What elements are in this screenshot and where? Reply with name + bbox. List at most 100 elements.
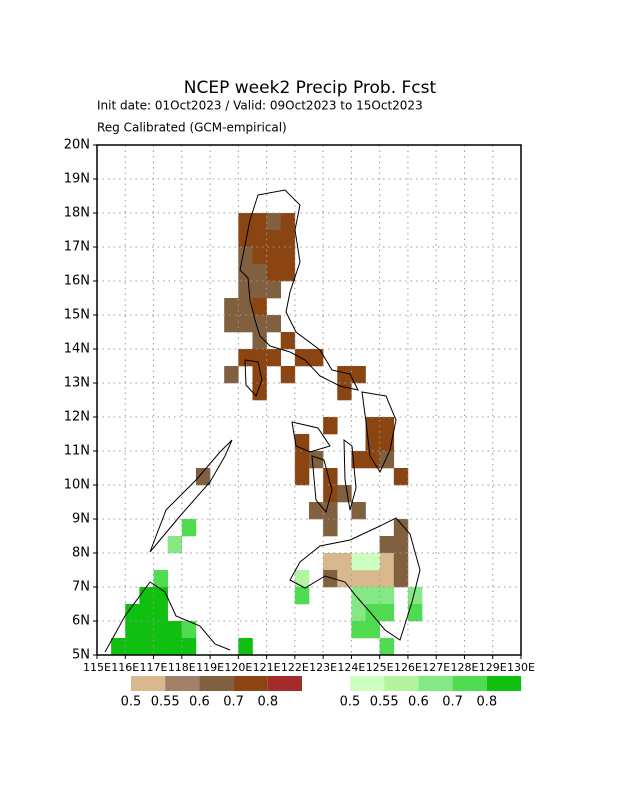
cell (323, 519, 338, 537)
cell (393, 570, 409, 588)
y-tick-label: 14N (64, 342, 90, 357)
cell (280, 213, 296, 231)
cell (224, 298, 239, 316)
x-tick-label: 128E (450, 661, 478, 674)
cell (238, 281, 253, 299)
cell (323, 570, 338, 588)
cell (294, 468, 310, 486)
x-tick-label: 127E (422, 661, 450, 674)
cell (351, 621, 366, 639)
cell (365, 621, 380, 639)
cell (351, 502, 366, 520)
cell (252, 366, 267, 384)
cell (252, 298, 267, 316)
cell (167, 536, 183, 554)
subtitle: Reg Calibrated (GCM-empirical) (97, 121, 287, 135)
legend-swatch (350, 676, 385, 691)
cell (125, 638, 140, 655)
cell (153, 604, 168, 622)
cell (252, 264, 267, 282)
cell (181, 519, 197, 537)
legend-label: 0.5 (121, 695, 142, 710)
cell (351, 604, 366, 622)
axes: 115E 116E 117E 118E 119E 120E 121E 122E 123E 124E… (64, 138, 535, 675)
x-tick-label: 124E (337, 661, 365, 674)
x-tick-label: 122E (281, 661, 309, 674)
cell (252, 281, 267, 299)
cell (379, 587, 395, 605)
cell (238, 213, 253, 231)
cell (337, 570, 352, 588)
legend-label: 0.8 (476, 695, 497, 710)
cell (153, 621, 168, 639)
cell (379, 638, 395, 655)
cell (365, 604, 380, 622)
cell (309, 451, 324, 469)
y-tick-label: 12N (64, 410, 90, 425)
x-tick-label: 129E (479, 661, 507, 674)
title: NCEP week2 Precip Prob. Fcst (184, 78, 437, 98)
cell (351, 451, 366, 469)
cell (379, 604, 395, 622)
cell (252, 247, 267, 265)
legend-swatch (199, 676, 234, 691)
cell (351, 570, 366, 588)
cell (323, 417, 338, 435)
y-tick-label: 9N (72, 512, 90, 527)
cell (337, 485, 352, 503)
x-tick-label: 117E (140, 661, 168, 674)
cell (294, 451, 310, 469)
cell (379, 553, 395, 571)
y-tick-label: 11N (64, 444, 90, 459)
cell (323, 553, 338, 571)
cell (238, 230, 253, 248)
cell (224, 315, 239, 333)
cell (266, 315, 282, 333)
cell (407, 604, 423, 622)
subtitle: Init date: 01Oct2023 / Valid: 09Oct2023 … (97, 99, 423, 113)
cell (379, 451, 395, 469)
coast (361, 391, 397, 474)
legend-swatch (165, 676, 200, 691)
cell (309, 502, 324, 520)
cell (323, 468, 338, 486)
cell (379, 536, 395, 554)
x-tick-label: 126E (394, 661, 422, 674)
legend-swatch (486, 676, 521, 691)
x-tick-label: 130E (507, 661, 535, 674)
cell (125, 621, 140, 639)
coast (311, 455, 333, 514)
cell (167, 638, 183, 655)
y-tick-label: 8N (72, 546, 90, 561)
y-tick-label: 16N (64, 274, 90, 289)
x-tick-label: 123E (309, 661, 337, 674)
x-tick-label: 119E (196, 661, 224, 674)
coast (104, 581, 231, 653)
cell (139, 604, 154, 622)
cell (393, 553, 409, 571)
cell (167, 621, 183, 639)
cell (252, 230, 267, 248)
cell (139, 587, 154, 605)
cell (365, 553, 380, 571)
y-tick-label: 6N (72, 614, 90, 629)
cell (252, 332, 267, 350)
cell (181, 638, 197, 655)
cell (139, 638, 154, 655)
cell (393, 536, 409, 554)
cell (153, 638, 168, 655)
cell (294, 349, 310, 367)
legend-label: 0.5 (340, 695, 361, 710)
legend-label: 0.55 (370, 695, 399, 710)
cell (365, 570, 380, 588)
cell (280, 247, 296, 265)
plot-frame (96, 144, 522, 656)
cell (323, 485, 338, 503)
cell (266, 264, 282, 282)
cell (294, 587, 310, 605)
cell (266, 349, 282, 367)
cell (407, 587, 423, 605)
cell (309, 349, 324, 367)
coast (239, 189, 359, 391)
